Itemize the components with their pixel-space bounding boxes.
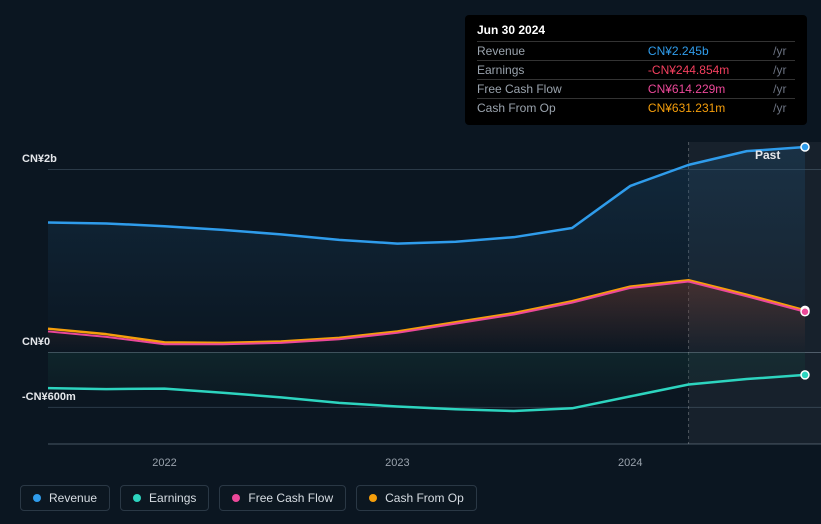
y-axis-label: CN¥0 xyxy=(22,336,50,348)
chart-legend: Revenue Earnings Free Cash Flow Cash From O… xyxy=(20,485,477,511)
legend-label: Cash From Op xyxy=(385,491,464,505)
tooltip-row: Earnings-CN¥244.854m/yr xyxy=(477,61,795,80)
legend-label: Free Cash Flow xyxy=(248,491,333,505)
tooltip-row-label: Revenue xyxy=(477,42,648,61)
legend-item-earnings[interactable]: Earnings xyxy=(120,485,209,511)
tooltip-row-unit: /yr xyxy=(769,42,795,61)
tooltip-row-label: Cash From Op xyxy=(477,99,648,118)
past-label: Past xyxy=(755,148,780,162)
legend-item-cash-from-op[interactable]: Cash From Op xyxy=(356,485,477,511)
tooltip-row: Free Cash FlowCN¥614.229m/yr xyxy=(477,80,795,99)
legend-swatch xyxy=(369,494,377,502)
x-axis-label: 2024 xyxy=(618,457,642,469)
tooltip-table: RevenueCN¥2.245b/yrEarnings-CN¥244.854m/… xyxy=(477,41,795,117)
tooltip-date: Jun 30 2024 xyxy=(477,23,795,41)
legend-swatch xyxy=(33,494,41,502)
legend-item-free-cash-flow[interactable]: Free Cash Flow xyxy=(219,485,346,511)
series-end-marker-free_cash_flow xyxy=(801,308,809,316)
tooltip-row: Cash From OpCN¥631.231m/yr xyxy=(477,99,795,118)
y-axis-label: -CN¥600m xyxy=(22,391,76,403)
tooltip-row-value: -CN¥244.854m xyxy=(648,61,769,80)
tooltip-row: RevenueCN¥2.245b/yr xyxy=(477,42,795,61)
legend-swatch xyxy=(232,494,240,502)
legend-swatch xyxy=(133,494,141,502)
tooltip-row-unit: /yr xyxy=(769,61,795,80)
tooltip-row-value: CN¥631.231m xyxy=(648,99,769,118)
tooltip-row-unit: /yr xyxy=(769,80,795,99)
tooltip-row-value: CN¥614.229m xyxy=(648,80,769,99)
tooltip-row-label: Earnings xyxy=(477,61,648,80)
tooltip-row-unit: /yr xyxy=(769,99,795,118)
series-end-marker-revenue xyxy=(801,143,809,151)
legend-label: Earnings xyxy=(149,491,196,505)
x-axis-label: 2022 xyxy=(152,457,176,469)
chart-tooltip: Jun 30 2024RevenueCN¥2.245b/yrEarnings-C… xyxy=(465,15,807,125)
legend-item-revenue[interactable]: Revenue xyxy=(20,485,110,511)
tooltip-row-value: CN¥2.245b xyxy=(648,42,769,61)
y-axis-label: CN¥2b xyxy=(22,153,57,165)
legend-label: Revenue xyxy=(49,491,97,505)
tooltip-row-label: Free Cash Flow xyxy=(477,80,648,99)
series-end-marker-earnings xyxy=(801,371,809,379)
x-axis-label: 2023 xyxy=(385,457,409,469)
